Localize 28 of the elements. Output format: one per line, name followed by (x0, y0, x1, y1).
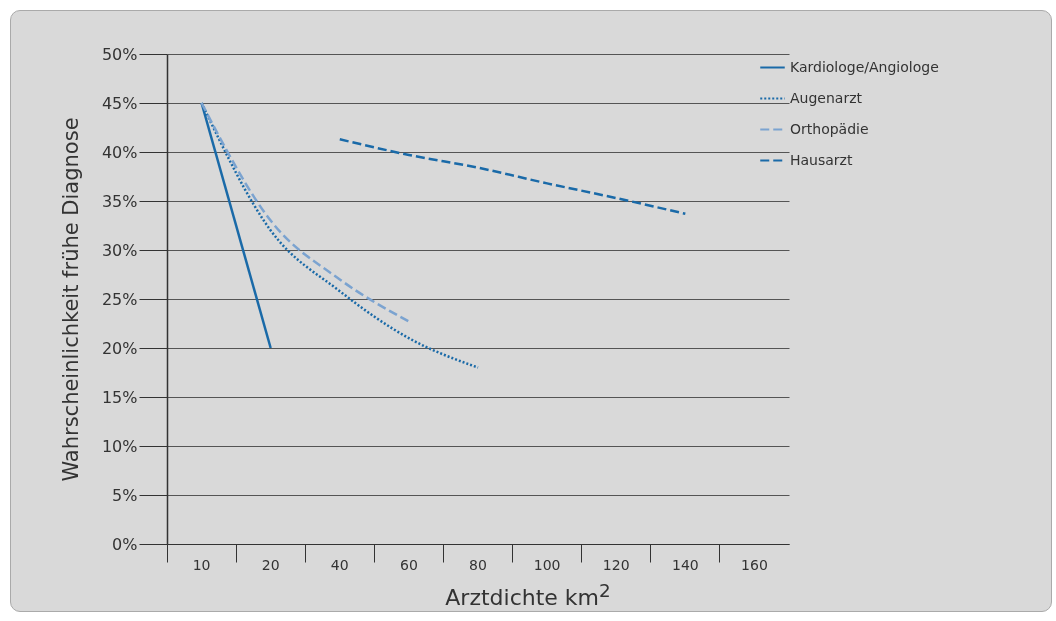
y-tick-label: 15% (101, 387, 138, 407)
line-series (200, 101, 411, 323)
y-tick-label: 50% (101, 44, 138, 64)
x-tick-label: 60 (399, 556, 418, 573)
legend-label: Orthopädie (790, 120, 869, 137)
legend-label: Kardiologe/Angiologe (790, 58, 939, 75)
x-tick-label: 160 (741, 556, 768, 573)
y-tick-label: 30% (101, 240, 138, 260)
x-axis-title: Arztdichte km$^{2}$ (444, 580, 612, 611)
y-tick-label: 5% (112, 485, 138, 505)
y-tick-label: 25% (101, 289, 138, 309)
x-tick-label: 120 (602, 556, 630, 573)
x-tick-label: 40 (330, 556, 349, 573)
legend-label: Hausarzt (790, 151, 853, 168)
y-axis-title: Wahrscheinlichkeit frühe Diagnose (58, 117, 83, 482)
x-tick-label: 80 (469, 556, 487, 573)
y-tick-label: 45% (101, 93, 138, 113)
y-tick-label: 20% (101, 338, 138, 358)
x-tick-label: 10 (192, 556, 211, 573)
x-tick-label: 100 (533, 556, 561, 573)
y-tick-label: 35% (101, 191, 138, 211)
y-tick-label: 40% (101, 142, 138, 162)
y-tick-label: 10% (101, 436, 138, 456)
y-tick-label: 0% (112, 534, 138, 554)
x-tick-label: 140 (671, 556, 699, 573)
line-series (338, 138, 687, 215)
legend-label: Augenarzt (790, 89, 863, 106)
x-tick-label: 20 (261, 556, 280, 573)
